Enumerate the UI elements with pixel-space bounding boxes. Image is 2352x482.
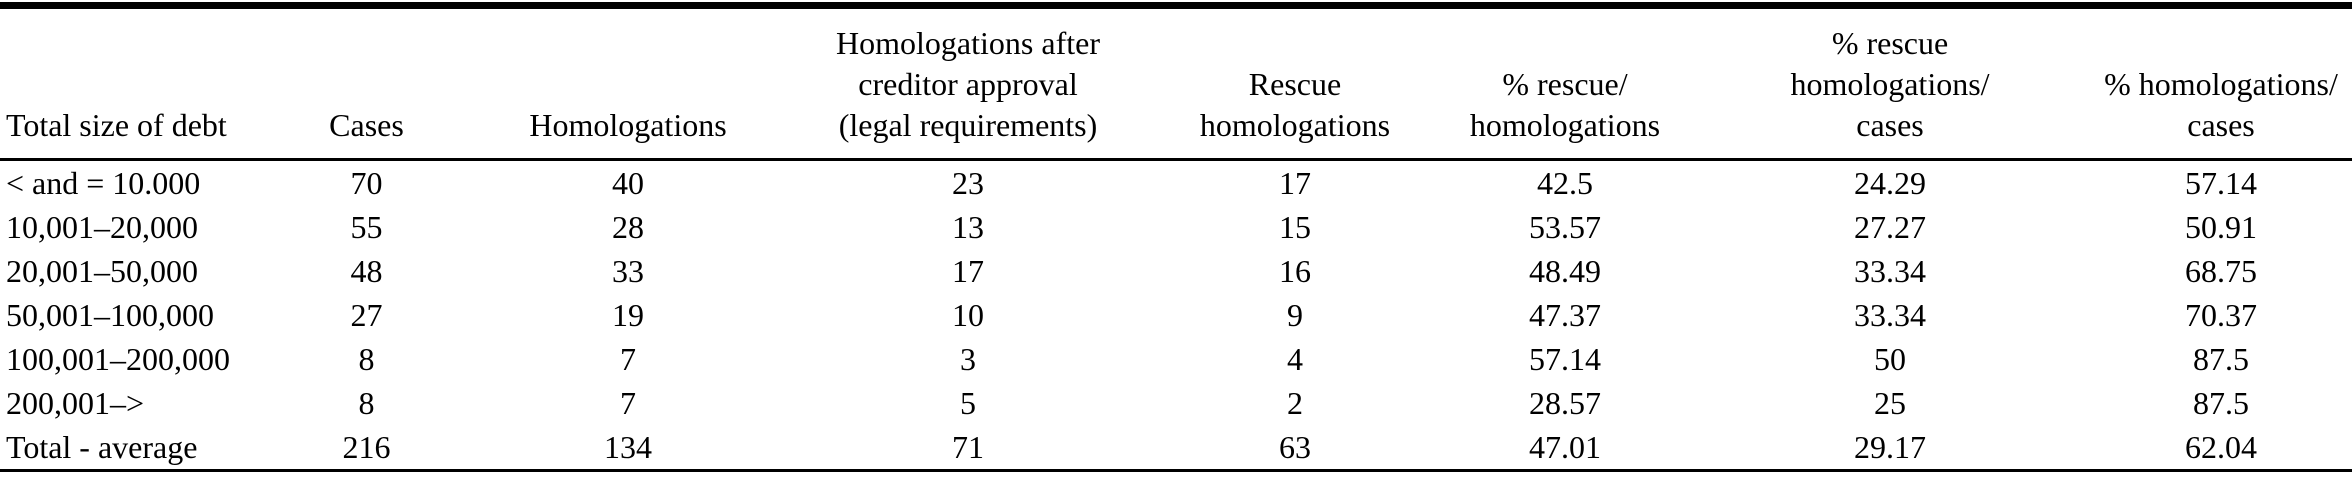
value-cell: 23 bbox=[952, 165, 984, 201]
value-cell: 33.34 bbox=[1854, 297, 1926, 333]
value-cell: 27.27 bbox=[1854, 209, 1926, 245]
table-row: 50,001–100,000 27 19 10 9 47.37 33.34 70… bbox=[0, 293, 2352, 337]
table-row: < and = 10.000 70 40 23 17 42.5 24.29 57… bbox=[0, 160, 2352, 206]
col-header-pct-rescue-homologations-cases: % rescue homologations/ cases bbox=[1690, 5, 2090, 161]
value-cell: 24.29 bbox=[1854, 165, 1926, 201]
row-label-cell: 50,001–100,000 bbox=[6, 297, 214, 333]
table-row: 100,001–200,000 8 7 3 4 57.14 50 87.5 bbox=[0, 337, 2352, 381]
col-header-homologations-after-creditor-approval: Homologations after creditor approval (l… bbox=[786, 5, 1150, 161]
value-cell: 62.04 bbox=[2185, 429, 2257, 465]
table-row: 20,001–50,000 48 33 17 16 48.49 33.34 68… bbox=[0, 249, 2352, 293]
value-cell: 68.75 bbox=[2185, 253, 2257, 289]
col-header-total-size-of-debt: Total size of debt bbox=[0, 5, 263, 161]
value-cell: 7 bbox=[620, 341, 636, 377]
value-cell: 28 bbox=[612, 209, 644, 245]
value-cell: 57.14 bbox=[2185, 165, 2257, 201]
value-cell: 4 bbox=[1287, 341, 1303, 377]
row-label-cell: 20,001–50,000 bbox=[6, 253, 198, 289]
value-cell: 10 bbox=[952, 297, 984, 333]
table-row: 10,001–20,000 55 28 13 15 53.57 27.27 50… bbox=[0, 205, 2352, 249]
value-cell: 48 bbox=[350, 253, 383, 289]
col-header-pct-rescue-homologations: % rescue/ homologations bbox=[1440, 5, 1690, 161]
value-cell: 29.17 bbox=[1854, 429, 1926, 465]
value-cell: 50 bbox=[1874, 341, 1906, 377]
value-cell: 71 bbox=[952, 429, 984, 465]
table-row-total: Total - average 216 134 71 63 47.01 29.1… bbox=[0, 425, 2352, 471]
value-cell: 19 bbox=[612, 297, 644, 333]
col-header-cases: Cases bbox=[263, 5, 470, 161]
value-cell: 17 bbox=[952, 253, 984, 289]
value-cell: 2 bbox=[1287, 385, 1303, 421]
value-cell: 70.37 bbox=[2185, 297, 2257, 333]
row-label-cell: Total - average bbox=[6, 429, 198, 465]
value-cell: 8 bbox=[358, 385, 375, 421]
value-cell: 33 bbox=[612, 253, 644, 289]
value-cell: 27 bbox=[350, 297, 383, 333]
value-cell: 28.57 bbox=[1529, 385, 1601, 421]
value-cell: 25 bbox=[1874, 385, 1906, 421]
col-header-rescue-homologations: Rescue homologations bbox=[1150, 5, 1440, 161]
value-cell: 87.5 bbox=[2193, 385, 2249, 421]
value-cell: 3 bbox=[960, 341, 976, 377]
row-label-cell: 10,001–20,000 bbox=[6, 209, 198, 245]
paper-table-region: Total size of debt Cases Homologations H… bbox=[0, 2, 2352, 472]
row-label-cell: 100,001–200,000 bbox=[6, 341, 230, 377]
value-cell: 47.01 bbox=[1529, 429, 1601, 465]
value-cell: 5 bbox=[960, 385, 976, 421]
value-cell: 7 bbox=[620, 385, 636, 421]
value-cell: 50.91 bbox=[2185, 209, 2257, 245]
value-cell: 57.14 bbox=[1529, 341, 1601, 377]
value-cell: 17 bbox=[1279, 165, 1311, 201]
value-cell: 134 bbox=[604, 429, 652, 465]
value-cell: 8 bbox=[358, 341, 375, 377]
row-label-cell: 200,001–> bbox=[6, 385, 145, 421]
row-label-cell: < and = 10.000 bbox=[6, 165, 201, 201]
value-cell: 63 bbox=[1279, 429, 1311, 465]
header-row: Total size of debt Cases Homologations H… bbox=[0, 5, 2352, 161]
value-cell: 216 bbox=[342, 429, 391, 465]
col-header-homologations: Homologations bbox=[470, 5, 786, 161]
debt-homologations-table: Total size of debt Cases Homologations H… bbox=[0, 2, 2352, 472]
table-row: 200,001–> 8 7 5 2 28.57 25 87.5 bbox=[0, 381, 2352, 425]
col-header-pct-homologations-cases: % homologations/ cases bbox=[2090, 5, 2352, 161]
value-cell: 16 bbox=[1279, 253, 1311, 289]
value-cell: 48.49 bbox=[1529, 253, 1601, 289]
value-cell: 47.37 bbox=[1529, 297, 1601, 333]
value-cell: 15 bbox=[1279, 209, 1311, 245]
value-cell: 13 bbox=[952, 209, 984, 245]
value-cell: 55 bbox=[350, 209, 383, 245]
value-cell: 87.5 bbox=[2193, 341, 2249, 377]
value-cell: 9 bbox=[1287, 297, 1303, 333]
value-cell: 53.57 bbox=[1529, 209, 1601, 245]
value-cell: 70 bbox=[350, 165, 383, 201]
value-cell: 42.5 bbox=[1537, 165, 1593, 201]
value-cell: 33.34 bbox=[1854, 253, 1926, 289]
value-cell: 40 bbox=[612, 165, 644, 201]
